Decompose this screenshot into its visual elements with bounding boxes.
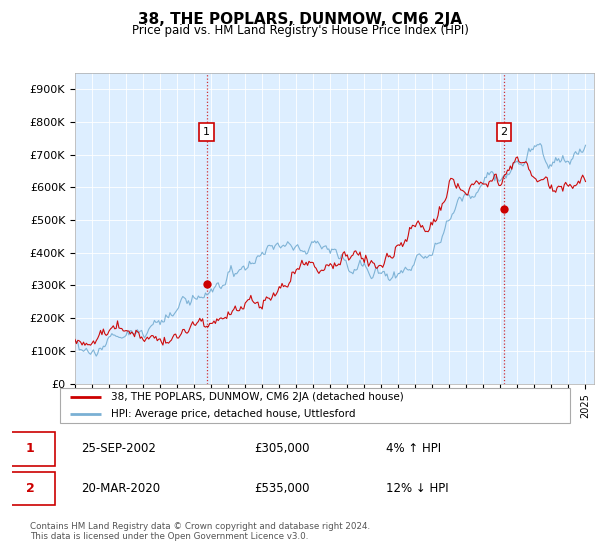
Text: £305,000: £305,000 — [254, 442, 310, 455]
Text: 20-MAR-2020: 20-MAR-2020 — [81, 482, 160, 494]
Text: 4% ↑ HPI: 4% ↑ HPI — [386, 442, 442, 455]
Text: £535,000: £535,000 — [254, 482, 310, 494]
Text: 2: 2 — [26, 482, 35, 494]
FancyBboxPatch shape — [6, 432, 55, 466]
Text: 1: 1 — [26, 442, 35, 455]
Text: 38, THE POPLARS, DUNMOW, CM6 2JA (detached house): 38, THE POPLARS, DUNMOW, CM6 2JA (detach… — [111, 393, 404, 403]
Text: HPI: Average price, detached house, Uttlesford: HPI: Average price, detached house, Uttl… — [111, 409, 355, 419]
FancyBboxPatch shape — [60, 388, 570, 423]
Text: 25-SEP-2002: 25-SEP-2002 — [81, 442, 156, 455]
Text: 1: 1 — [203, 127, 210, 137]
Text: Price paid vs. HM Land Registry's House Price Index (HPI): Price paid vs. HM Land Registry's House … — [131, 24, 469, 36]
FancyBboxPatch shape — [6, 472, 55, 505]
Text: Contains HM Land Registry data © Crown copyright and database right 2024.
This d: Contains HM Land Registry data © Crown c… — [30, 522, 370, 542]
Text: 38, THE POPLARS, DUNMOW, CM6 2JA: 38, THE POPLARS, DUNMOW, CM6 2JA — [138, 12, 462, 27]
Text: 12% ↓ HPI: 12% ↓ HPI — [386, 482, 449, 494]
Text: 2: 2 — [500, 127, 508, 137]
